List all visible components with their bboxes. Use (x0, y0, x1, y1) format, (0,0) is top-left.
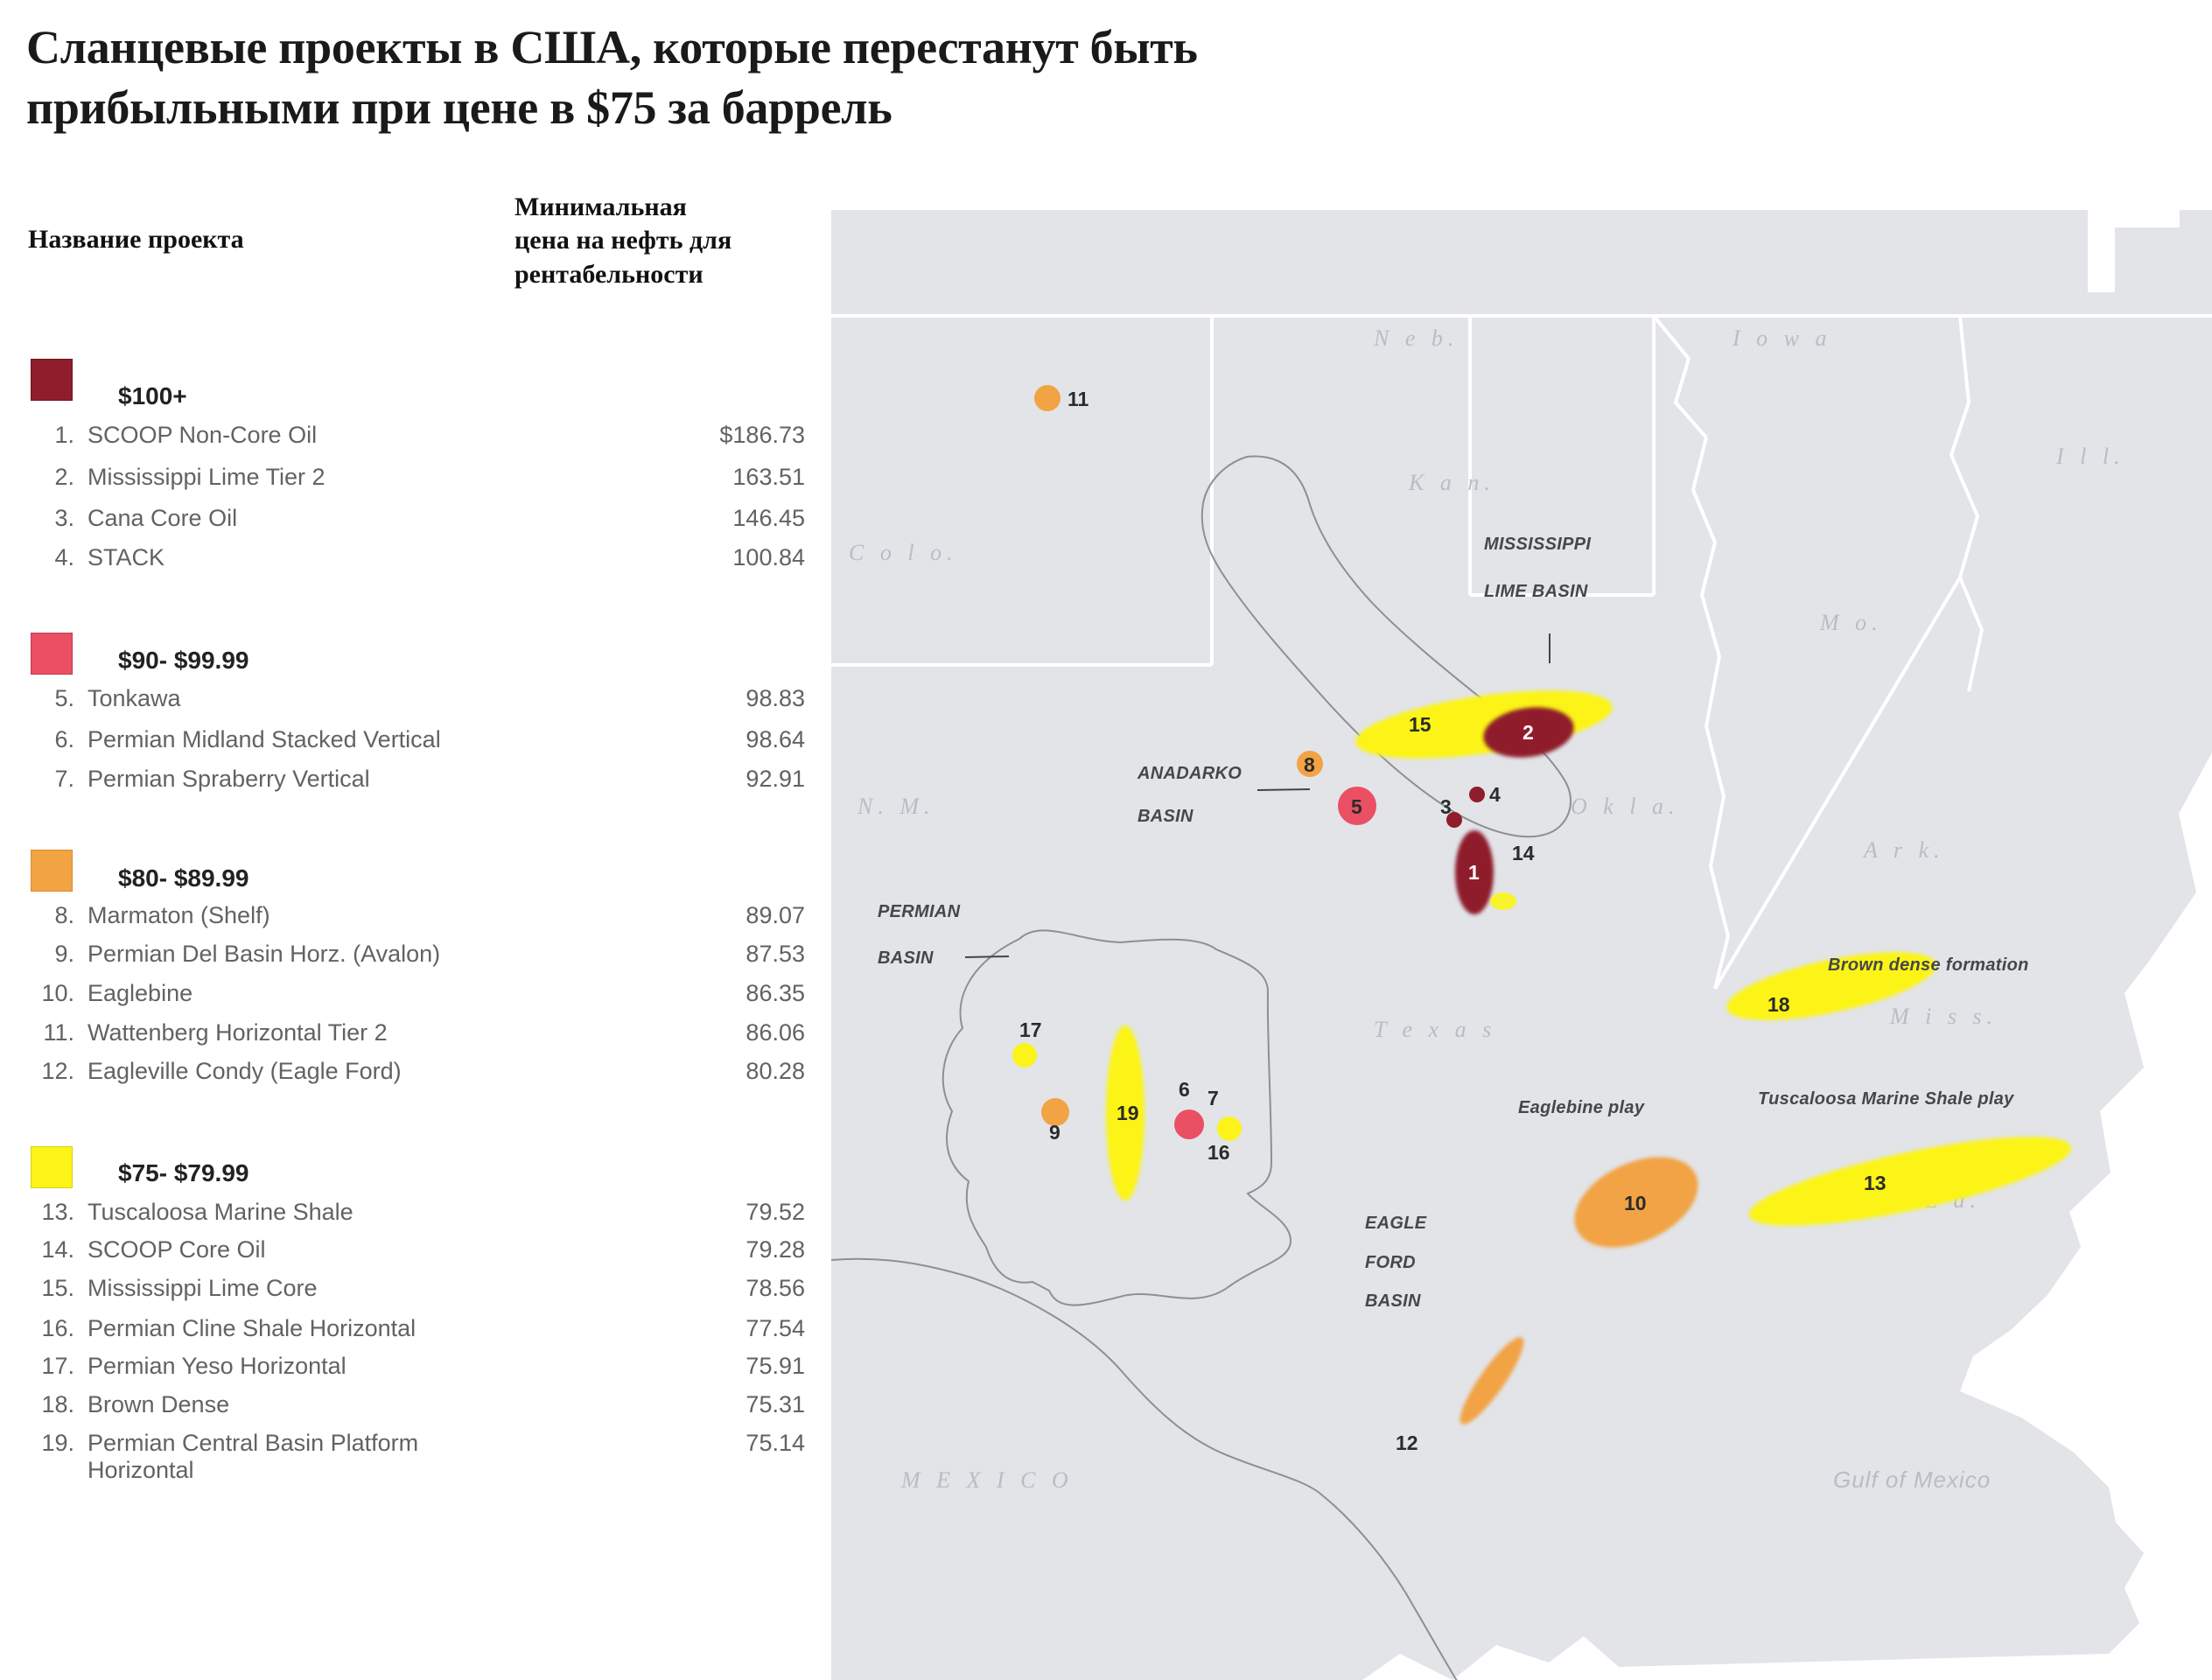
svg-text:ANADARKO: ANADARKO (1137, 764, 1242, 783)
svg-text:9: 9 (1049, 1121, 1060, 1144)
svg-text:10: 10 (1624, 1192, 1647, 1214)
svg-text:EAGLE: EAGLE (1365, 1214, 1427, 1233)
svg-text:5: 5 (1351, 795, 1362, 818)
svg-text:15: 15 (1409, 713, 1432, 736)
svg-text:4: 4 (1489, 783, 1501, 806)
svg-text:LIME BASIN: LIME BASIN (1484, 582, 1588, 601)
svg-text:18: 18 (1768, 993, 1790, 1016)
svg-text:Eaglebine play: Eaglebine play (1518, 1098, 1645, 1117)
svg-text:Brown dense formation: Brown dense formation (1828, 956, 2029, 975)
svg-text:12: 12 (1396, 1432, 1418, 1454)
svg-text:13: 13 (1864, 1172, 1886, 1194)
svg-text:11: 11 (1068, 388, 1089, 410)
svg-text:I o w a: I o w a (1732, 326, 1832, 351)
svg-text:I l l.: I l l. (2055, 444, 2125, 469)
svg-text:2: 2 (1522, 721, 1534, 744)
svg-text:7: 7 (1208, 1087, 1219, 1110)
svg-text:3: 3 (1440, 795, 1452, 818)
svg-text:8: 8 (1304, 753, 1315, 776)
svg-text:16: 16 (1208, 1141, 1230, 1164)
svg-text:FORD: FORD (1365, 1253, 1416, 1272)
svg-text:BASIN: BASIN (1365, 1292, 1421, 1311)
svg-text:Gulf of Mexico: Gulf of Mexico (1833, 1466, 1991, 1493)
svg-text:MISSISSIPPI: MISSISSIPPI (1484, 535, 1591, 554)
svg-text:6: 6 (1179, 1078, 1190, 1101)
svg-text:M i s s.: M i s s. (1889, 1004, 1998, 1029)
svg-text:19: 19 (1116, 1102, 1139, 1124)
svg-text:BASIN: BASIN (1138, 807, 1194, 826)
svg-text:C o l o.: C o l o. (849, 540, 958, 565)
svg-text:17: 17 (1019, 1018, 1042, 1041)
svg-text:N. M.: N. M. (857, 794, 935, 819)
svg-text:14: 14 (1512, 842, 1535, 864)
svg-text:M E X I C O: M E X I C O (900, 1467, 1074, 1493)
svg-text:BASIN: BASIN (878, 948, 934, 968)
svg-text:M o.: M o. (1819, 610, 1883, 635)
svg-text:PERMIAN: PERMIAN (878, 902, 961, 921)
svg-text:K a n.: K a n. (1408, 470, 1495, 495)
svg-text:T e x a s: T e x a s (1374, 1017, 1496, 1042)
svg-text:1: 1 (1468, 861, 1480, 884)
svg-text:O k l a.: O k l a. (1571, 794, 1680, 819)
svg-text:Tuscaloosa Marine Shale play: Tuscaloosa Marine Shale play (1758, 1089, 2014, 1109)
svg-text:A r k.: A r k. (1862, 837, 1945, 863)
svg-text:N e b.: N e b. (1373, 326, 1459, 351)
